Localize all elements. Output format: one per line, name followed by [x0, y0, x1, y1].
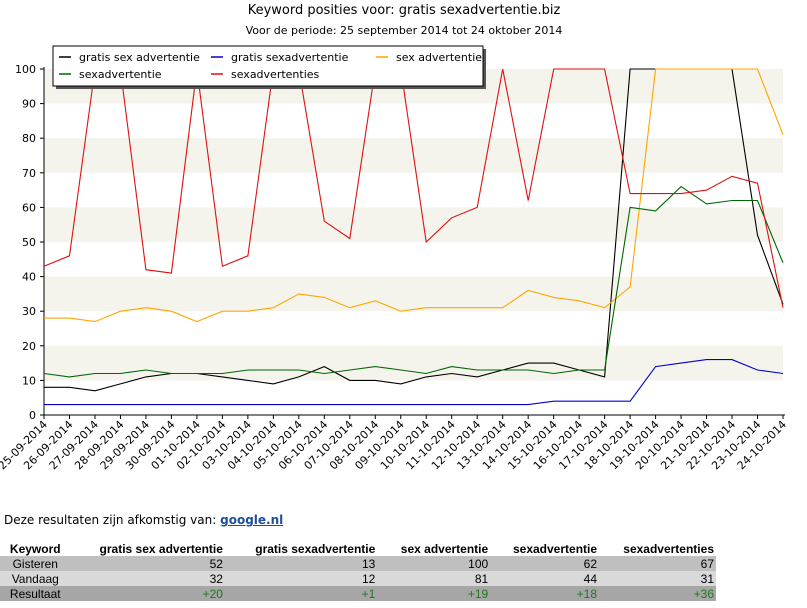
legend-box	[52, 45, 484, 87]
cell: +19	[377, 586, 491, 601]
table-row: Gisteren 52 13 100 62 67	[0, 556, 716, 571]
cell: 12	[224, 571, 378, 586]
y-tick-label: 20	[22, 340, 36, 353]
row-label: Gisteren	[0, 556, 69, 571]
header-col: sexadvertenties	[599, 541, 716, 556]
cell: 52	[68, 556, 225, 571]
chart-title: Keyword posities voor: gratis sexadverte…	[248, 3, 561, 18]
x-axis-ticks: 25-09-201426-09-201427-09-201428-09-2014…	[0, 415, 789, 472]
chart-subtitle: Voor de periode: 25 september 2014 tot 2…	[246, 24, 563, 37]
y-tick-label: 100	[15, 63, 36, 76]
y-tick-label: 50	[22, 236, 36, 249]
legend-label: gratis sex advertentie	[79, 51, 200, 64]
line-chart: Keyword posities voor: gratis sexadverte…	[0, 3, 789, 472]
header-col: sexadvertentie	[490, 541, 600, 556]
legend-label: gratis sexadvertentie	[231, 51, 349, 64]
series-line	[44, 68, 784, 323]
y-tick-label: 70	[22, 167, 36, 180]
header-keyword: Keyword	[0, 541, 69, 556]
grid-band	[44, 207, 783, 242]
legend-label: sexadvertenties	[231, 68, 320, 81]
cell: 13	[224, 556, 378, 571]
cell: 62	[490, 556, 600, 571]
cell: 100	[377, 556, 491, 571]
legend: gratis sex advertentie gratis sexadverten…	[52, 45, 486, 89]
y-axis-ticks: 0 10 20 30 40 50 60 70 80 90 100	[15, 63, 44, 422]
grid-band	[44, 345, 783, 381]
cell: +20	[68, 586, 225, 601]
y-tick-label: 0	[29, 409, 36, 422]
cell: 81	[377, 571, 491, 586]
y-tick-label: 60	[22, 201, 36, 214]
row-label: Resultaat	[0, 586, 69, 601]
table-row: Vandaag 32 12 81 44 31	[0, 571, 716, 586]
results-header-row: Keyword gratis sex advertentie gratis se…	[0, 541, 716, 556]
axes	[43, 67, 785, 416]
series-line	[44, 68, 784, 392]
series-line	[44, 359, 784, 406]
source-note: Deze resultaten zijn afkomstig van: goog…	[4, 513, 283, 527]
header-col: gratis sex advertentie	[68, 541, 225, 556]
source-text: Deze resultaten zijn afkomstig van:	[4, 513, 217, 527]
cell: 31	[599, 571, 716, 586]
legend-label: sexadvertentie	[79, 68, 162, 81]
y-tick-label: 40	[22, 271, 36, 284]
cell: 32	[68, 571, 225, 586]
y-tick-label: 30	[22, 305, 36, 318]
header-col: gratis sexadvertentie	[224, 541, 378, 556]
source-link[interactable]: google.nl	[220, 513, 284, 527]
table-row: Resultaat +20 +1 +19 +18 +36	[0, 586, 716, 601]
grid-band	[44, 276, 783, 312]
results-table: Keyword gratis sex advertentie gratis se…	[0, 541, 716, 601]
series-line	[43, 68, 784, 308]
y-tick-label: 80	[22, 132, 36, 145]
legend-label: sex advertentie	[396, 51, 482, 64]
y-tick-label: 10	[22, 374, 36, 387]
cell: +36	[599, 586, 716, 601]
cell: +1	[224, 586, 378, 601]
series-line	[43, 185, 784, 378]
header-col: sex advertentie	[377, 541, 491, 556]
cell: 67	[599, 556, 716, 571]
cell: +18	[490, 586, 600, 601]
series-lines	[43, 68, 784, 406]
row-label: Vandaag	[0, 571, 69, 586]
cell: 44	[490, 571, 600, 586]
grid-bands	[44, 69, 783, 381]
y-tick-label: 90	[22, 98, 36, 111]
